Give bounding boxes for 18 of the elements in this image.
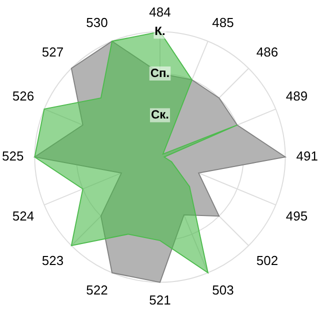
spoke-label: 503 xyxy=(212,282,234,298)
spoke-label: 521 xyxy=(149,292,171,308)
y-tick-label: Ск. xyxy=(150,108,170,122)
spoke-label: 489 xyxy=(286,88,308,104)
spoke-label: 525 xyxy=(2,148,24,164)
spoke-label: 491 xyxy=(296,148,318,164)
spoke-label: 523 xyxy=(42,252,64,268)
spoke-label: 485 xyxy=(212,14,234,30)
spoke-label: 484 xyxy=(149,4,171,20)
spoke-label: 530 xyxy=(86,14,108,30)
spoke-label: 495 xyxy=(286,208,308,224)
spoke-label: 527 xyxy=(42,44,64,60)
spoke-label: 522 xyxy=(86,282,108,298)
y-tick-label: К. xyxy=(154,24,166,38)
spoke-label: 526 xyxy=(12,88,34,104)
spoke-label: 486 xyxy=(256,44,278,60)
spoke-label: 524 xyxy=(12,208,34,224)
spoke-label: 502 xyxy=(256,252,278,268)
